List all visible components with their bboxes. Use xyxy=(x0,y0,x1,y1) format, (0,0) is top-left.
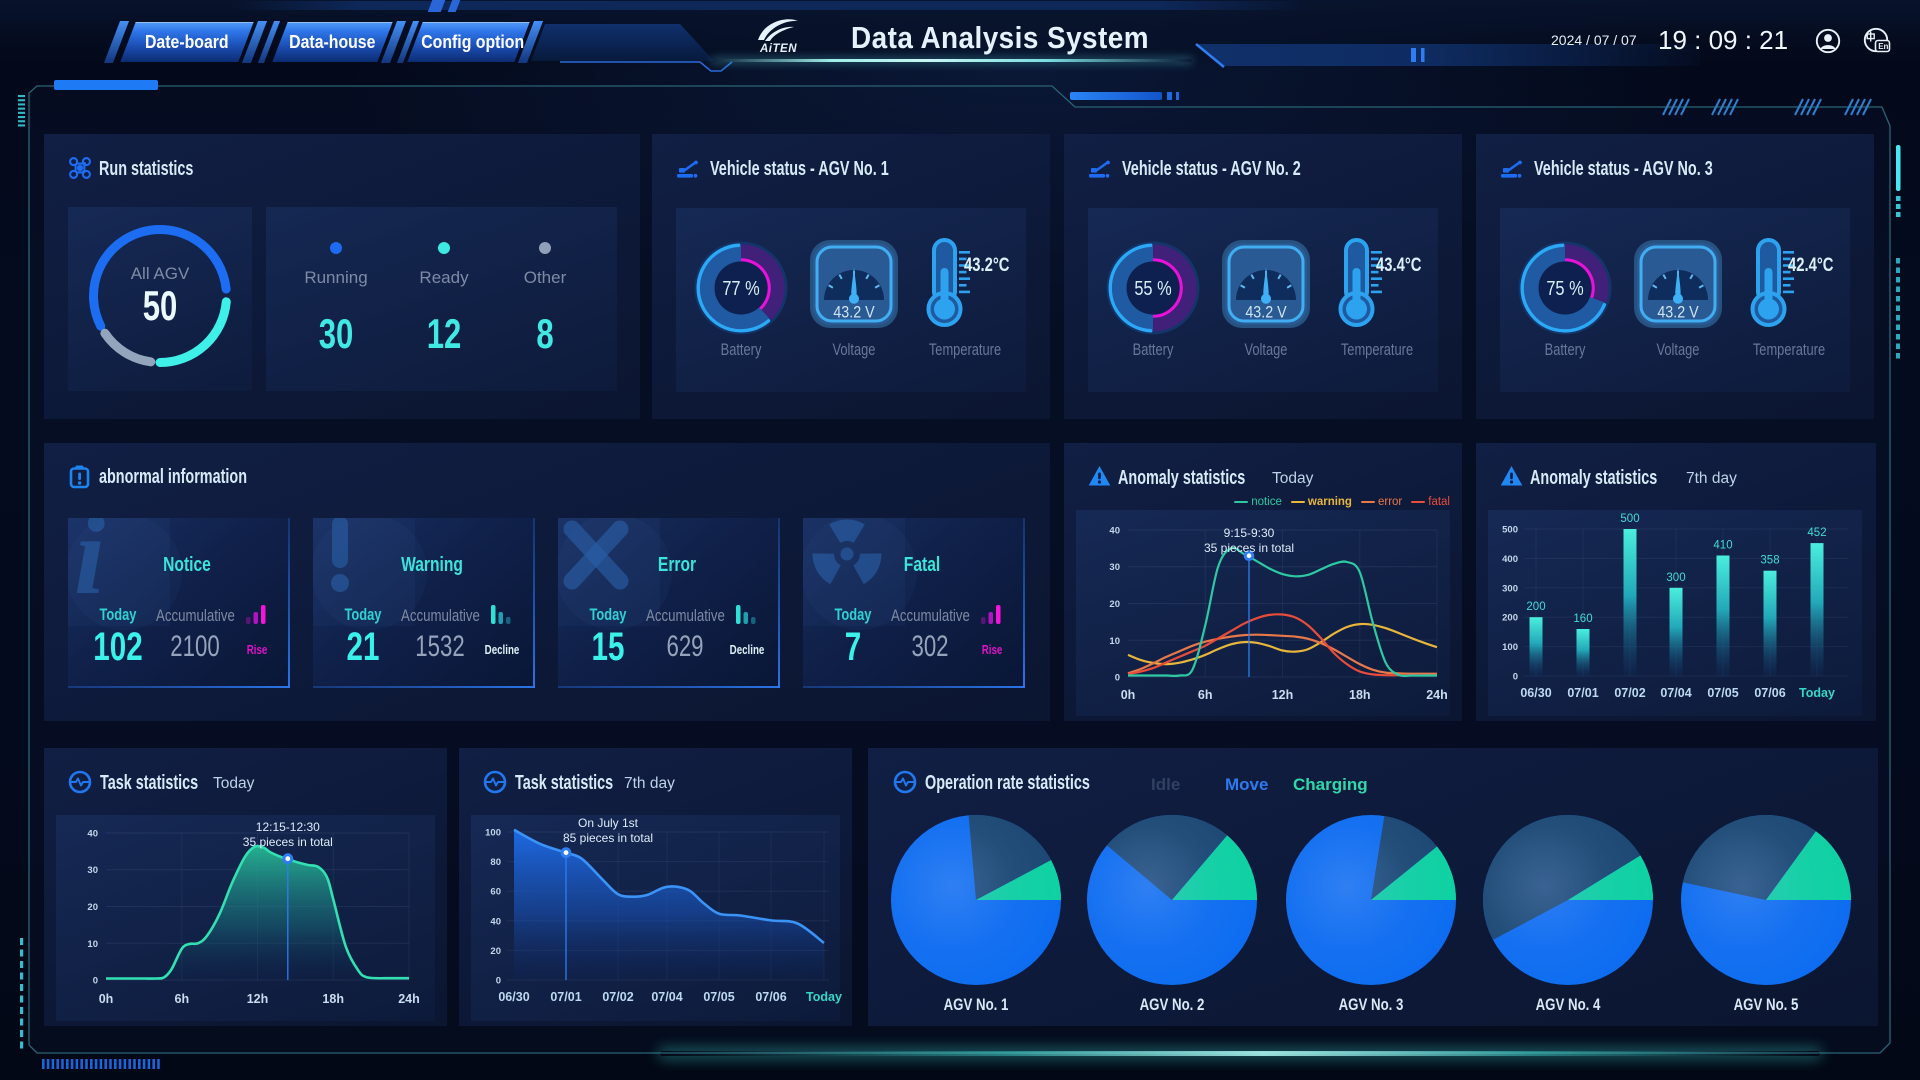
svg-text:85 pieces in total: 85 pieces in total xyxy=(563,831,653,845)
svg-text:40: 40 xyxy=(490,916,501,927)
svg-text:30: 30 xyxy=(1109,562,1120,573)
svg-text:07/02: 07/02 xyxy=(602,990,633,1004)
svg-text:77 %: 77 % xyxy=(722,276,759,299)
svg-text:6h: 6h xyxy=(175,992,190,1006)
svg-text:0h: 0h xyxy=(1121,688,1136,702)
svg-text:06/30: 06/30 xyxy=(498,990,529,1004)
svg-text:07/04: 07/04 xyxy=(1660,686,1691,700)
svg-text:07/02: 07/02 xyxy=(1614,686,1645,700)
svg-text:75 %: 75 % xyxy=(1546,276,1583,299)
svg-text:07/05: 07/05 xyxy=(703,990,734,1004)
svg-text:43.2 V: 43.2 V xyxy=(833,303,875,321)
svg-text:12:15-12:30: 12:15-12:30 xyxy=(256,820,320,834)
svg-text:35 pieces in total: 35 pieces in total xyxy=(1204,541,1294,555)
svg-text:9:15-9:30: 9:15-9:30 xyxy=(1224,526,1275,540)
svg-text:07/05: 07/05 xyxy=(1707,686,1738,700)
svg-text:12h: 12h xyxy=(1272,688,1294,702)
svg-text:Today: Today xyxy=(1799,686,1835,700)
svg-text:400: 400 xyxy=(1502,554,1518,565)
svg-text:43.2 V: 43.2 V xyxy=(1245,303,1287,321)
svg-text:160: 160 xyxy=(1573,613,1592,625)
svg-text:Today: Today xyxy=(806,990,842,1004)
svg-text:18h: 18h xyxy=(1349,688,1371,702)
svg-text:0: 0 xyxy=(1115,673,1120,684)
svg-text:60: 60 xyxy=(490,887,501,898)
svg-text:0: 0 xyxy=(1513,672,1518,683)
svg-text:18h: 18h xyxy=(322,992,344,1006)
svg-text:10: 10 xyxy=(1109,636,1120,647)
svg-text:07/06: 07/06 xyxy=(755,990,786,1004)
svg-text:0: 0 xyxy=(496,976,501,987)
svg-text:43.2 V: 43.2 V xyxy=(1657,303,1699,321)
svg-text:55 %: 55 % xyxy=(1134,276,1171,299)
svg-text:0: 0 xyxy=(93,976,98,987)
svg-text:200: 200 xyxy=(1526,601,1545,613)
svg-text:410: 410 xyxy=(1713,540,1732,552)
svg-text:200: 200 xyxy=(1502,613,1518,624)
svg-text:07/01: 07/01 xyxy=(1567,686,1598,700)
svg-text:AiTEN: AiTEN xyxy=(759,43,797,55)
svg-text:On July 1st: On July 1st xyxy=(578,816,639,830)
svg-text:12h: 12h xyxy=(247,992,269,1006)
svg-text:40: 40 xyxy=(87,829,98,840)
svg-text:35 pieces in total: 35 pieces in total xyxy=(243,835,333,849)
svg-text:10: 10 xyxy=(87,939,98,950)
svg-text:300: 300 xyxy=(1666,572,1685,584)
svg-text:07/01: 07/01 xyxy=(550,990,581,1004)
svg-text:6h: 6h xyxy=(1198,688,1213,702)
svg-text:452: 452 xyxy=(1807,527,1826,539)
svg-text:500: 500 xyxy=(1620,513,1639,525)
svg-text:358: 358 xyxy=(1760,555,1779,567)
svg-text:0h: 0h xyxy=(99,992,114,1006)
svg-text:40: 40 xyxy=(1109,526,1120,537)
svg-text:24h: 24h xyxy=(1426,688,1448,702)
svg-text:24h: 24h xyxy=(398,992,420,1006)
svg-text:En: En xyxy=(1878,42,1888,51)
svg-text:07/06: 07/06 xyxy=(1754,686,1785,700)
svg-text:20: 20 xyxy=(490,946,501,957)
svg-text:06/30: 06/30 xyxy=(1520,686,1551,700)
svg-text:100: 100 xyxy=(485,828,501,839)
svg-text:100: 100 xyxy=(1502,642,1518,653)
svg-text:300: 300 xyxy=(1502,583,1518,594)
svg-text:20: 20 xyxy=(87,902,98,913)
svg-text:30: 30 xyxy=(87,865,98,876)
svg-text:20: 20 xyxy=(1109,599,1120,610)
svg-text:07/04: 07/04 xyxy=(651,990,682,1004)
svg-text:500: 500 xyxy=(1502,525,1518,536)
svg-text:80: 80 xyxy=(490,857,501,868)
